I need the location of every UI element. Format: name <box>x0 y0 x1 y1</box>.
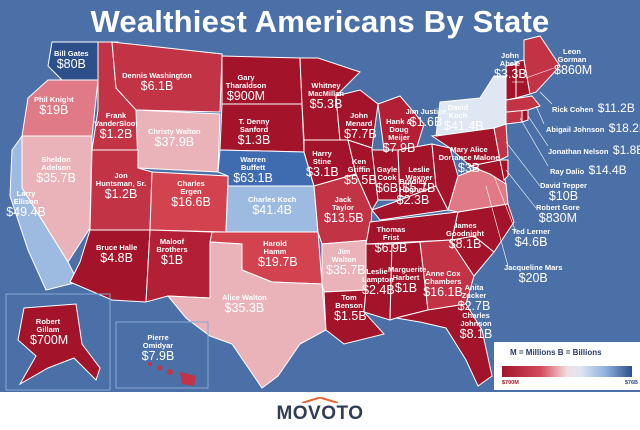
label-ri: Jonathan Nelson $1.8B <box>548 143 640 157</box>
label-ma: Abigail Johnson $18.2B <box>546 121 640 135</box>
roof-icon <box>301 397 339 403</box>
label-nc: James Goodnight $8.1B <box>446 221 484 251</box>
label-id: Frank VanderSloot $1.2B <box>94 111 138 141</box>
label-mt: Dennis Washington $6.1B <box>122 71 192 93</box>
state-mt <box>111 41 223 113</box>
label-ok: Harold Hamm $19.7B <box>258 239 298 269</box>
label-in: Gayle Cook $6B <box>375 165 399 195</box>
leader-lines <box>485 67 555 267</box>
label-wa: Bill Gates $80B <box>54 49 89 71</box>
label-fl: Charles Johnson $8.1B <box>459 311 493 341</box>
label-nh: Leon Gorman $860M <box>554 47 593 77</box>
label-wi: John Menard $7.7B <box>344 111 377 141</box>
legend-gradient <box>502 366 632 377</box>
label-co: Charles Ergen $16.6B <box>171 179 211 209</box>
state-ri <box>521 109 529 123</box>
label-nj: David Tepper $10B <box>540 181 587 203</box>
alaska-inset-frame <box>5 293 111 391</box>
label-wy: Christy Walton $37.9B <box>148 127 201 149</box>
color-legend: M = Millions B = Billions $700M $76B <box>494 342 640 390</box>
label-ky: Bradley Hughes $2.3B <box>396 177 430 207</box>
label-mo: Jack Taylor $13.5B <box>324 195 364 225</box>
label-mi: Hank & Doug Meijer $7.9B <box>382 117 416 155</box>
label-pa: Mary Alice Dorrance Malone $3B <box>438 145 500 175</box>
label-ne: Warren Buffett $63.1B <box>233 155 273 185</box>
label-az: Bruce Halle $4.8B <box>96 243 138 265</box>
label-mn: Whitney MacMillan $5.3B <box>308 81 344 111</box>
state-fl <box>395 303 493 387</box>
label-ks: Charles Koch $41.4B <box>248 195 297 217</box>
state-ma <box>505 95 541 113</box>
label-oh: Leslie Wexner $5.7B <box>402 165 436 195</box>
label-il: Ken Griffin $5.5B <box>344 157 377 187</box>
label-ak: Robert Gillam $700M <box>30 317 69 347</box>
label-ut: Jon Huntsman, Sr. $1.2B <box>95 171 147 201</box>
label-ar: Jim Walton $35.7B <box>326 247 366 277</box>
state-me <box>523 35 561 95</box>
state-mi <box>377 95 425 151</box>
label-ct: Ray Dalio $14.4B <box>550 163 627 177</box>
label-nm: Maloof Brothers $1B <box>156 237 188 267</box>
legend-min: $700M <box>502 380 519 386</box>
state-hi <box>148 362 196 386</box>
label-ca: Larry Ellison $49.4B <box>6 189 46 219</box>
label-vt: John Abele $3.3B <box>494 51 527 81</box>
footer: MOVOTO <box>0 392 640 430</box>
label-hi: Pierre Omidyar $7.9B <box>141 333 175 363</box>
state-ms <box>363 243 393 321</box>
label-or: Phil Knight $19B <box>34 95 74 117</box>
label-wv: Jim Justice $1.6B <box>405 107 447 129</box>
label-va: Jacqueline Mars $20B <box>504 263 563 285</box>
label-al: Marguerite Harbert $1B <box>388 265 427 295</box>
label-de: Robert Gore $830M <box>536 203 580 225</box>
hawaii-inset-frame <box>115 321 209 389</box>
state-de <box>499 159 509 182</box>
state-il <box>347 139 379 212</box>
label-me: Rick Cohen $11.2B <box>552 101 635 115</box>
label-sd: T. Denny Sanford $1.3B <box>237 117 271 147</box>
state-ga <box>419 239 475 311</box>
label-sc: Anita Zucker $2.7B <box>457 283 491 313</box>
state-ak <box>17 303 101 386</box>
label-tx: Alice Walton $35.3B <box>222 293 267 315</box>
label-ia: Harry Stine $3.1B <box>306 149 339 179</box>
label-nd: Gary Tharaldson $900M <box>225 73 267 103</box>
legend-units: M = Millions B = Billions <box>510 348 602 357</box>
label-ms: Leslie Lampton $2.4B <box>362 267 395 297</box>
label-ny: David Koch $41.4B <box>444 103 484 133</box>
movoto-logo: MOVOTO <box>0 397 640 425</box>
legend-max: $76B <box>624 380 638 386</box>
label-nv: Sheldon Adelson $35.7B <box>36 155 76 185</box>
label-tn: Thomas Frist $6.9B <box>374 225 408 255</box>
page-title: Wealthiest Americans By State <box>90 4 550 39</box>
label-md: Ted Lerner $4.6B <box>512 227 551 249</box>
state-ca <box>9 134 79 291</box>
label-ga: Anne Cox Chambers $16.1B <box>423 269 463 299</box>
label-la: Tom Benson $1.5B <box>334 293 367 323</box>
